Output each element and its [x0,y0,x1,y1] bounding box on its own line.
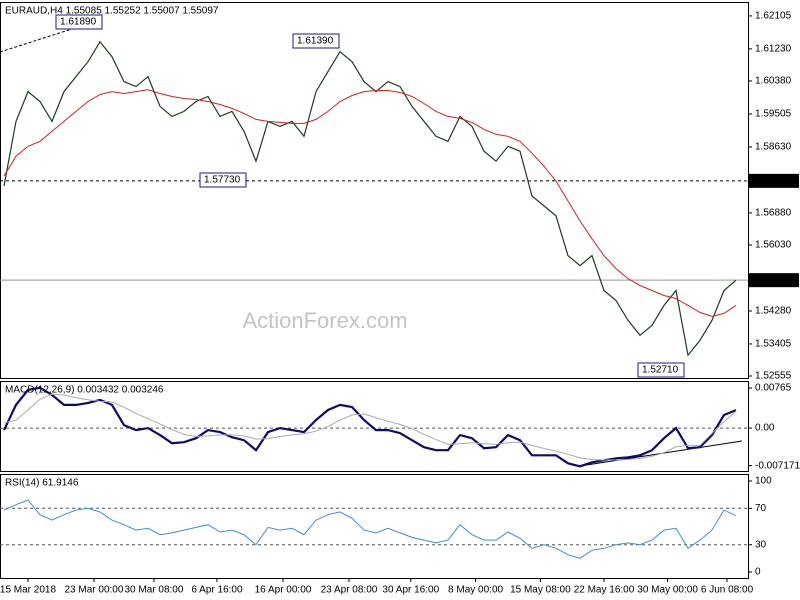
annotation: 1.52710 [642,365,679,376]
price-label-box [749,273,799,288]
y-tick-label: 1.60380 [755,76,792,87]
y-tick-label: 30 [755,539,767,550]
series-line [3,393,737,461]
panel-frame [0,474,749,579]
y-tick-label: 100 [755,476,772,487]
x-tick-label: 23 Apr 08:00 [321,585,378,596]
annotation: 1.61390 [297,36,334,47]
y-tick-label: 1.56880 [755,208,792,219]
annotation: 1.57730 [204,175,241,186]
y-tick-label: 70 [755,503,767,514]
series-line [3,386,737,468]
y-tick-label: 1.59505 [755,109,792,120]
series-line [3,40,737,357]
x-tick-label: 15 Mar 2018 [0,585,56,596]
x-tick-label: 22 May 16:00 [574,585,635,596]
price-label-box [749,173,799,188]
y-tick-label: 0.00 [755,423,775,434]
price-label: 1.55097 [753,275,790,286]
series-line [3,499,737,559]
x-tick-label: 23 Mar 00:00 [64,585,123,596]
x-tick-label: 30 Apr 16:00 [382,585,439,596]
panel-frame [0,381,749,472]
panel-frame [0,2,749,379]
y-tick-label: 1.52555 [755,371,792,382]
y-tick-label: 1.62105 [755,11,792,22]
y-tick-label: 1.56030 [755,240,792,251]
x-tick-label: 16 Apr 00:00 [255,585,312,596]
annotation-box [199,172,247,188]
annotation-box [637,362,685,378]
y-tick-label: 1.53405 [755,339,792,350]
annotation: 1.61890 [60,17,97,28]
panel-title: MACD(12,26,9) 0.003432 0.003246 [5,385,164,396]
x-tick-label: 30 May 00:00 [637,585,698,596]
y-tick-label: 0 [755,567,761,578]
y-tick-label: 1.61230 [755,44,792,55]
panel-title: RSI(14) 61.9146 [5,478,79,489]
price-label: 1.57730 [753,176,790,187]
x-tick-label: 6 Apr 16:00 [191,585,243,596]
x-tick-label: 15 May 08:00 [510,585,571,596]
x-tick-label: 6 Jun 08:00 [701,585,754,596]
series-line [3,89,737,317]
x-tick-label: 30 Mar 08:00 [124,585,183,596]
y-tick-label: 1.54280 [755,306,792,317]
y-tick-label: 1.58630 [755,142,792,153]
y-tick-label: 0.00765 [755,383,792,394]
watermark: ActionForex.com [242,308,407,333]
panel-title: EURAUD,H4 1.55085 1.55252 1.55007 1.5509… [5,6,219,17]
y-tick-label: -0.007171 [755,460,800,471]
x-tick-label: 8 May 00:00 [448,585,503,596]
annotation-box [292,33,340,49]
annotation-box [55,14,103,30]
